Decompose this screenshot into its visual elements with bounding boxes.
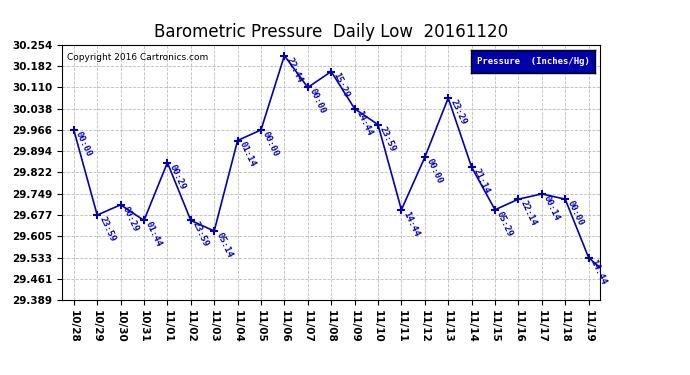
Text: 23:59: 23:59 [378, 124, 397, 153]
Text: 00:14: 00:14 [542, 194, 561, 222]
Text: 15:14: 15:14 [0, 374, 1, 375]
Text: 00:29: 00:29 [121, 205, 140, 233]
Text: 01:44: 01:44 [144, 220, 164, 249]
Text: 00:00: 00:00 [565, 199, 584, 227]
Text: 00:00: 00:00 [74, 130, 93, 158]
Text: 00:00: 00:00 [0, 374, 1, 375]
Text: 21:14: 21:14 [471, 167, 491, 195]
Text: 05:29: 05:29 [495, 210, 515, 238]
Text: 23:59: 23:59 [97, 215, 117, 243]
Text: Copyright 2016 Cartronics.com: Copyright 2016 Cartronics.com [68, 53, 209, 62]
Text: 15:29: 15:29 [331, 72, 351, 100]
Text: 14:44: 14:44 [402, 210, 421, 238]
Text: 05:14: 05:14 [214, 231, 234, 259]
Text: 01:14: 01:14 [237, 141, 257, 169]
Title: Barometric Pressure  Daily Low  20161120: Barometric Pressure Daily Low 20161120 [154, 22, 509, 40]
Text: 23:59: 23:59 [191, 220, 210, 249]
Text: 14:44: 14:44 [589, 258, 608, 286]
Text: 23:29: 23:29 [448, 98, 468, 126]
Text: 00:00: 00:00 [261, 130, 281, 158]
Text: 00:00: 00:00 [425, 158, 444, 186]
Text: 14:44: 14:44 [355, 109, 374, 137]
Text: 22:44: 22:44 [284, 56, 304, 84]
Text: 00:00: 00:00 [308, 87, 327, 116]
Text: 00:29: 00:29 [168, 163, 187, 191]
Text: 22:14: 22:14 [518, 199, 538, 227]
